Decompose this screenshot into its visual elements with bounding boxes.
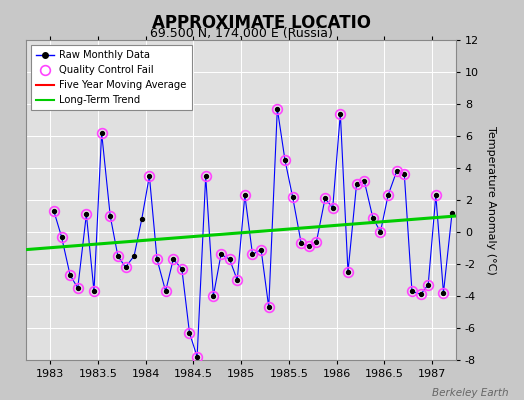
Legend: Raw Monthly Data, Quality Control Fail, Five Year Moving Average, Long-Term Tren: Raw Monthly Data, Quality Control Fail, …: [31, 45, 192, 110]
Text: APPROXIMATE LOCATIO: APPROXIMATE LOCATIO: [152, 14, 372, 32]
Title: 69.500 N, 174.000 E (Russia): 69.500 N, 174.000 E (Russia): [150, 27, 332, 40]
Y-axis label: Temperature Anomaly (°C): Temperature Anomaly (°C): [486, 126, 496, 274]
Text: Berkeley Earth: Berkeley Earth: [432, 388, 508, 398]
